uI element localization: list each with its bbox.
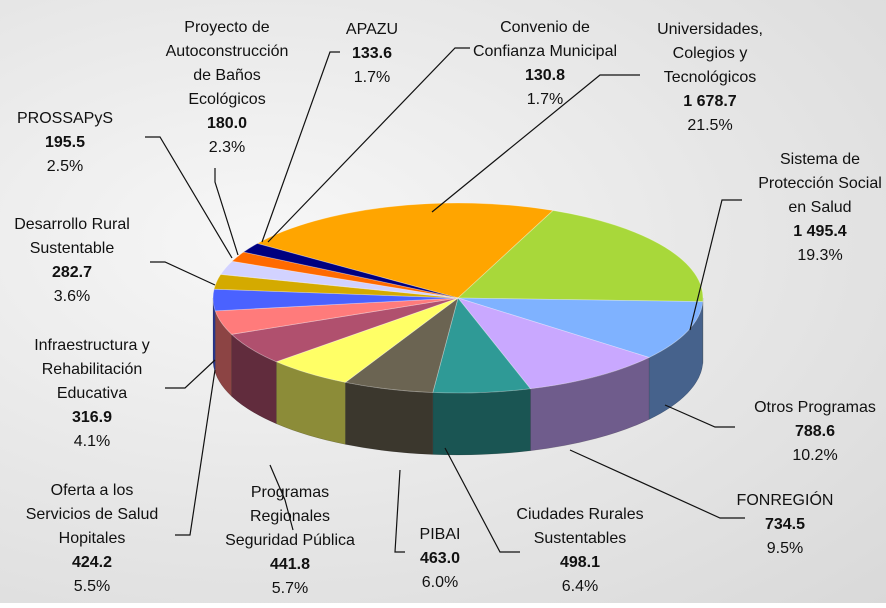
value-label: 1 678.7 — [683, 93, 736, 110]
leader-line — [665, 405, 735, 427]
leader-line — [175, 370, 215, 535]
percent-label: 19.3% — [797, 247, 842, 264]
value-label: 424.2 — [72, 554, 112, 571]
category-label: Otros Programas — [754, 399, 876, 416]
leader-line — [215, 168, 238, 255]
value-label: 130.8 — [525, 67, 565, 84]
percent-label: 10.2% — [792, 447, 837, 464]
percent-label: 9.5% — [767, 540, 803, 557]
leader-line — [150, 262, 215, 285]
value-label: 1 495.4 — [793, 223, 846, 240]
percent-label: 5.5% — [74, 578, 110, 595]
value-label: 441.8 — [270, 556, 310, 573]
value-label: 180.0 — [207, 115, 247, 132]
value-label: 498.1 — [560, 554, 600, 571]
leader-line — [262, 52, 340, 242]
value-label: 734.5 — [765, 516, 805, 533]
value-label: 316.9 — [72, 409, 112, 426]
percent-label: 1.7% — [527, 91, 563, 108]
percent-label: 6.4% — [562, 578, 598, 595]
value-label: 195.5 — [45, 134, 85, 151]
slice-side — [433, 389, 531, 455]
value-label: 788.6 — [795, 423, 835, 440]
value-label: 133.6 — [352, 45, 392, 62]
slice-side — [345, 382, 432, 454]
leader-line — [165, 360, 215, 388]
category-label: FONREGIÓN — [737, 490, 834, 509]
category-label: PIBAI — [420, 526, 461, 543]
leader-line — [395, 470, 405, 552]
percent-label: 3.6% — [54, 288, 90, 305]
value-label: 282.7 — [52, 264, 92, 281]
percent-label: 2.3% — [209, 139, 245, 156]
percent-label: 6.0% — [422, 574, 458, 591]
percent-label: 2.5% — [47, 158, 83, 175]
category-label: APAZU — [346, 21, 398, 38]
percent-label: 1.7% — [354, 69, 390, 86]
percent-label: 4.1% — [74, 433, 110, 450]
category-label: PROSSAPyS — [17, 110, 113, 127]
percent-label: 21.5% — [687, 117, 732, 134]
value-label: 463.0 — [420, 550, 460, 567]
percent-label: 5.7% — [272, 580, 308, 597]
